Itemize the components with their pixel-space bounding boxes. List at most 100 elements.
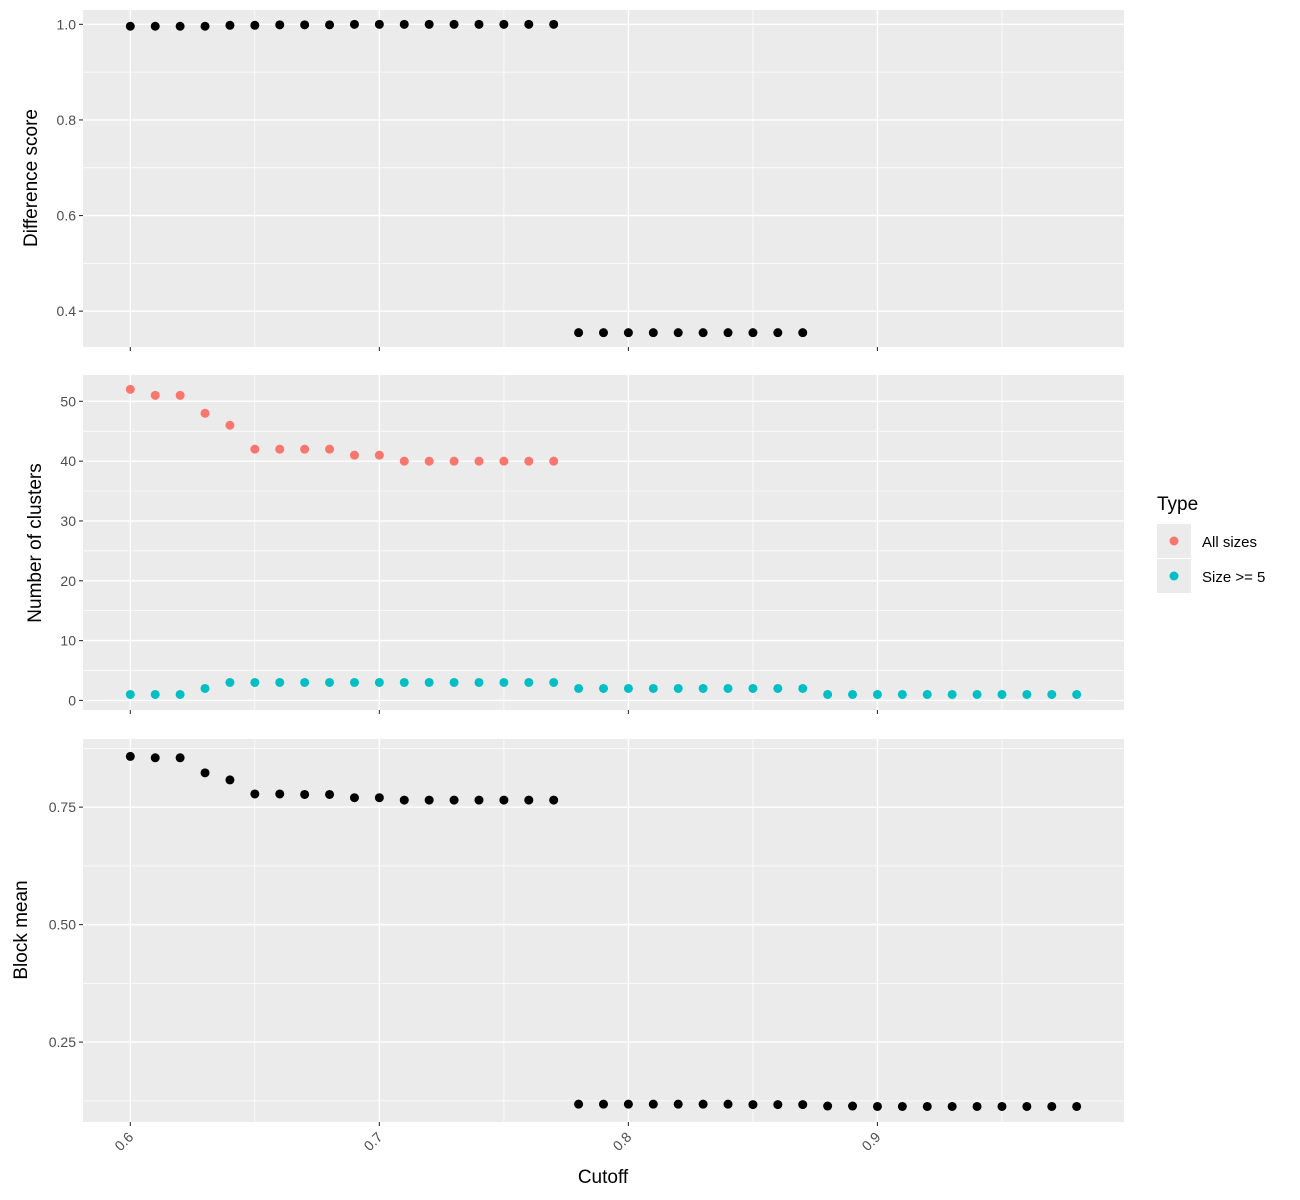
data-point (698, 328, 708, 338)
y-tick-label: 0.25 (49, 1034, 76, 1050)
data-point (374, 19, 384, 29)
data-point (1072, 689, 1082, 699)
data-point (723, 1099, 733, 1109)
data-point (599, 1099, 608, 1109)
data-point (424, 795, 434, 805)
data-point (175, 390, 185, 400)
data-point (474, 795, 484, 805)
data-point (773, 683, 783, 693)
data-point (325, 677, 335, 687)
data-point (449, 456, 459, 466)
data-point (798, 683, 808, 693)
data-point (648, 1099, 658, 1109)
data-point (225, 677, 235, 687)
y-tick-label: 40 (60, 453, 76, 469)
data-point (424, 456, 434, 466)
data-point (623, 1099, 633, 1109)
data-point (947, 1101, 957, 1111)
data-point (374, 677, 384, 687)
data-point (1022, 689, 1032, 699)
panel-block-mean (83, 739, 1124, 1122)
data-point (524, 456, 534, 466)
data-point (499, 795, 509, 805)
data-point (723, 683, 733, 693)
y-tick-label: 0.50 (49, 917, 76, 933)
data-point (748, 1100, 758, 1110)
data-point (374, 450, 384, 460)
data-point (275, 20, 285, 30)
data-point (150, 753, 160, 763)
data-point (773, 1100, 783, 1110)
data-point (250, 789, 260, 799)
y-axis-title-difference-score: Difference score (21, 109, 42, 247)
data-point (673, 683, 683, 693)
data-point (1022, 1101, 1032, 1111)
data-point (474, 456, 484, 466)
data-point (773, 328, 783, 338)
data-point (424, 677, 434, 687)
data-point (748, 683, 758, 693)
data-point (349, 677, 359, 687)
data-points (125, 19, 1082, 1111)
data-point (673, 328, 683, 338)
data-point (549, 19, 559, 29)
data-point (599, 683, 608, 693)
data-point (325, 444, 335, 454)
data-point (623, 328, 633, 338)
data-point (922, 1101, 932, 1111)
data-point (250, 677, 260, 687)
data-point (175, 753, 185, 763)
data-point (524, 19, 534, 29)
data-point (872, 689, 882, 699)
data-point (574, 683, 584, 693)
data-point (922, 689, 932, 699)
data-point (275, 789, 285, 799)
data-point (399, 795, 409, 805)
y-tick-label: 0.4 (57, 303, 77, 319)
data-point (947, 689, 957, 699)
data-point (325, 20, 335, 30)
data-point (175, 689, 185, 699)
data-point (200, 768, 210, 778)
data-point (549, 456, 559, 466)
data-point (125, 21, 135, 31)
grid-lines (83, 10, 1124, 1122)
data-point (549, 795, 559, 805)
legend-label-all-sizes: All sizes (1202, 534, 1257, 551)
legend-swatch-size-5 (1169, 571, 1179, 581)
data-point (200, 21, 210, 31)
data-point (349, 19, 359, 29)
data-point (474, 677, 484, 687)
data-point (474, 19, 484, 29)
data-point (798, 328, 808, 338)
data-point (623, 683, 633, 693)
data-point (275, 677, 285, 687)
data-point (1047, 689, 1057, 699)
data-point (424, 19, 434, 29)
legend-title: Type (1157, 494, 1198, 515)
data-point (125, 384, 135, 394)
data-point (897, 1101, 907, 1111)
data-point (349, 450, 359, 460)
y-tick-label: 0.6 (57, 208, 77, 224)
data-point (798, 1100, 808, 1110)
data-point (698, 1099, 708, 1109)
panel-difference-score (83, 10, 1124, 347)
data-point (225, 775, 235, 785)
data-point (125, 751, 135, 761)
data-point (1072, 1101, 1082, 1111)
axis-ticks (79, 23, 878, 1126)
y-tick-label: 30 (60, 513, 76, 529)
data-point (1047, 1101, 1057, 1111)
data-point (648, 328, 658, 338)
legend: Type All sizes Size >= 5 (1157, 494, 1265, 593)
y-tick-label: 50 (60, 393, 76, 409)
data-point (200, 683, 210, 693)
x-axis-title: Cutoff (578, 1167, 629, 1188)
y-tick-label: 0 (68, 692, 76, 708)
y-axis-title-number-of-clusters: Number of clusters (25, 463, 46, 622)
y-tick-label: 1.0 (57, 16, 77, 32)
data-point (300, 677, 310, 687)
data-point (972, 689, 982, 699)
data-point (399, 677, 409, 687)
